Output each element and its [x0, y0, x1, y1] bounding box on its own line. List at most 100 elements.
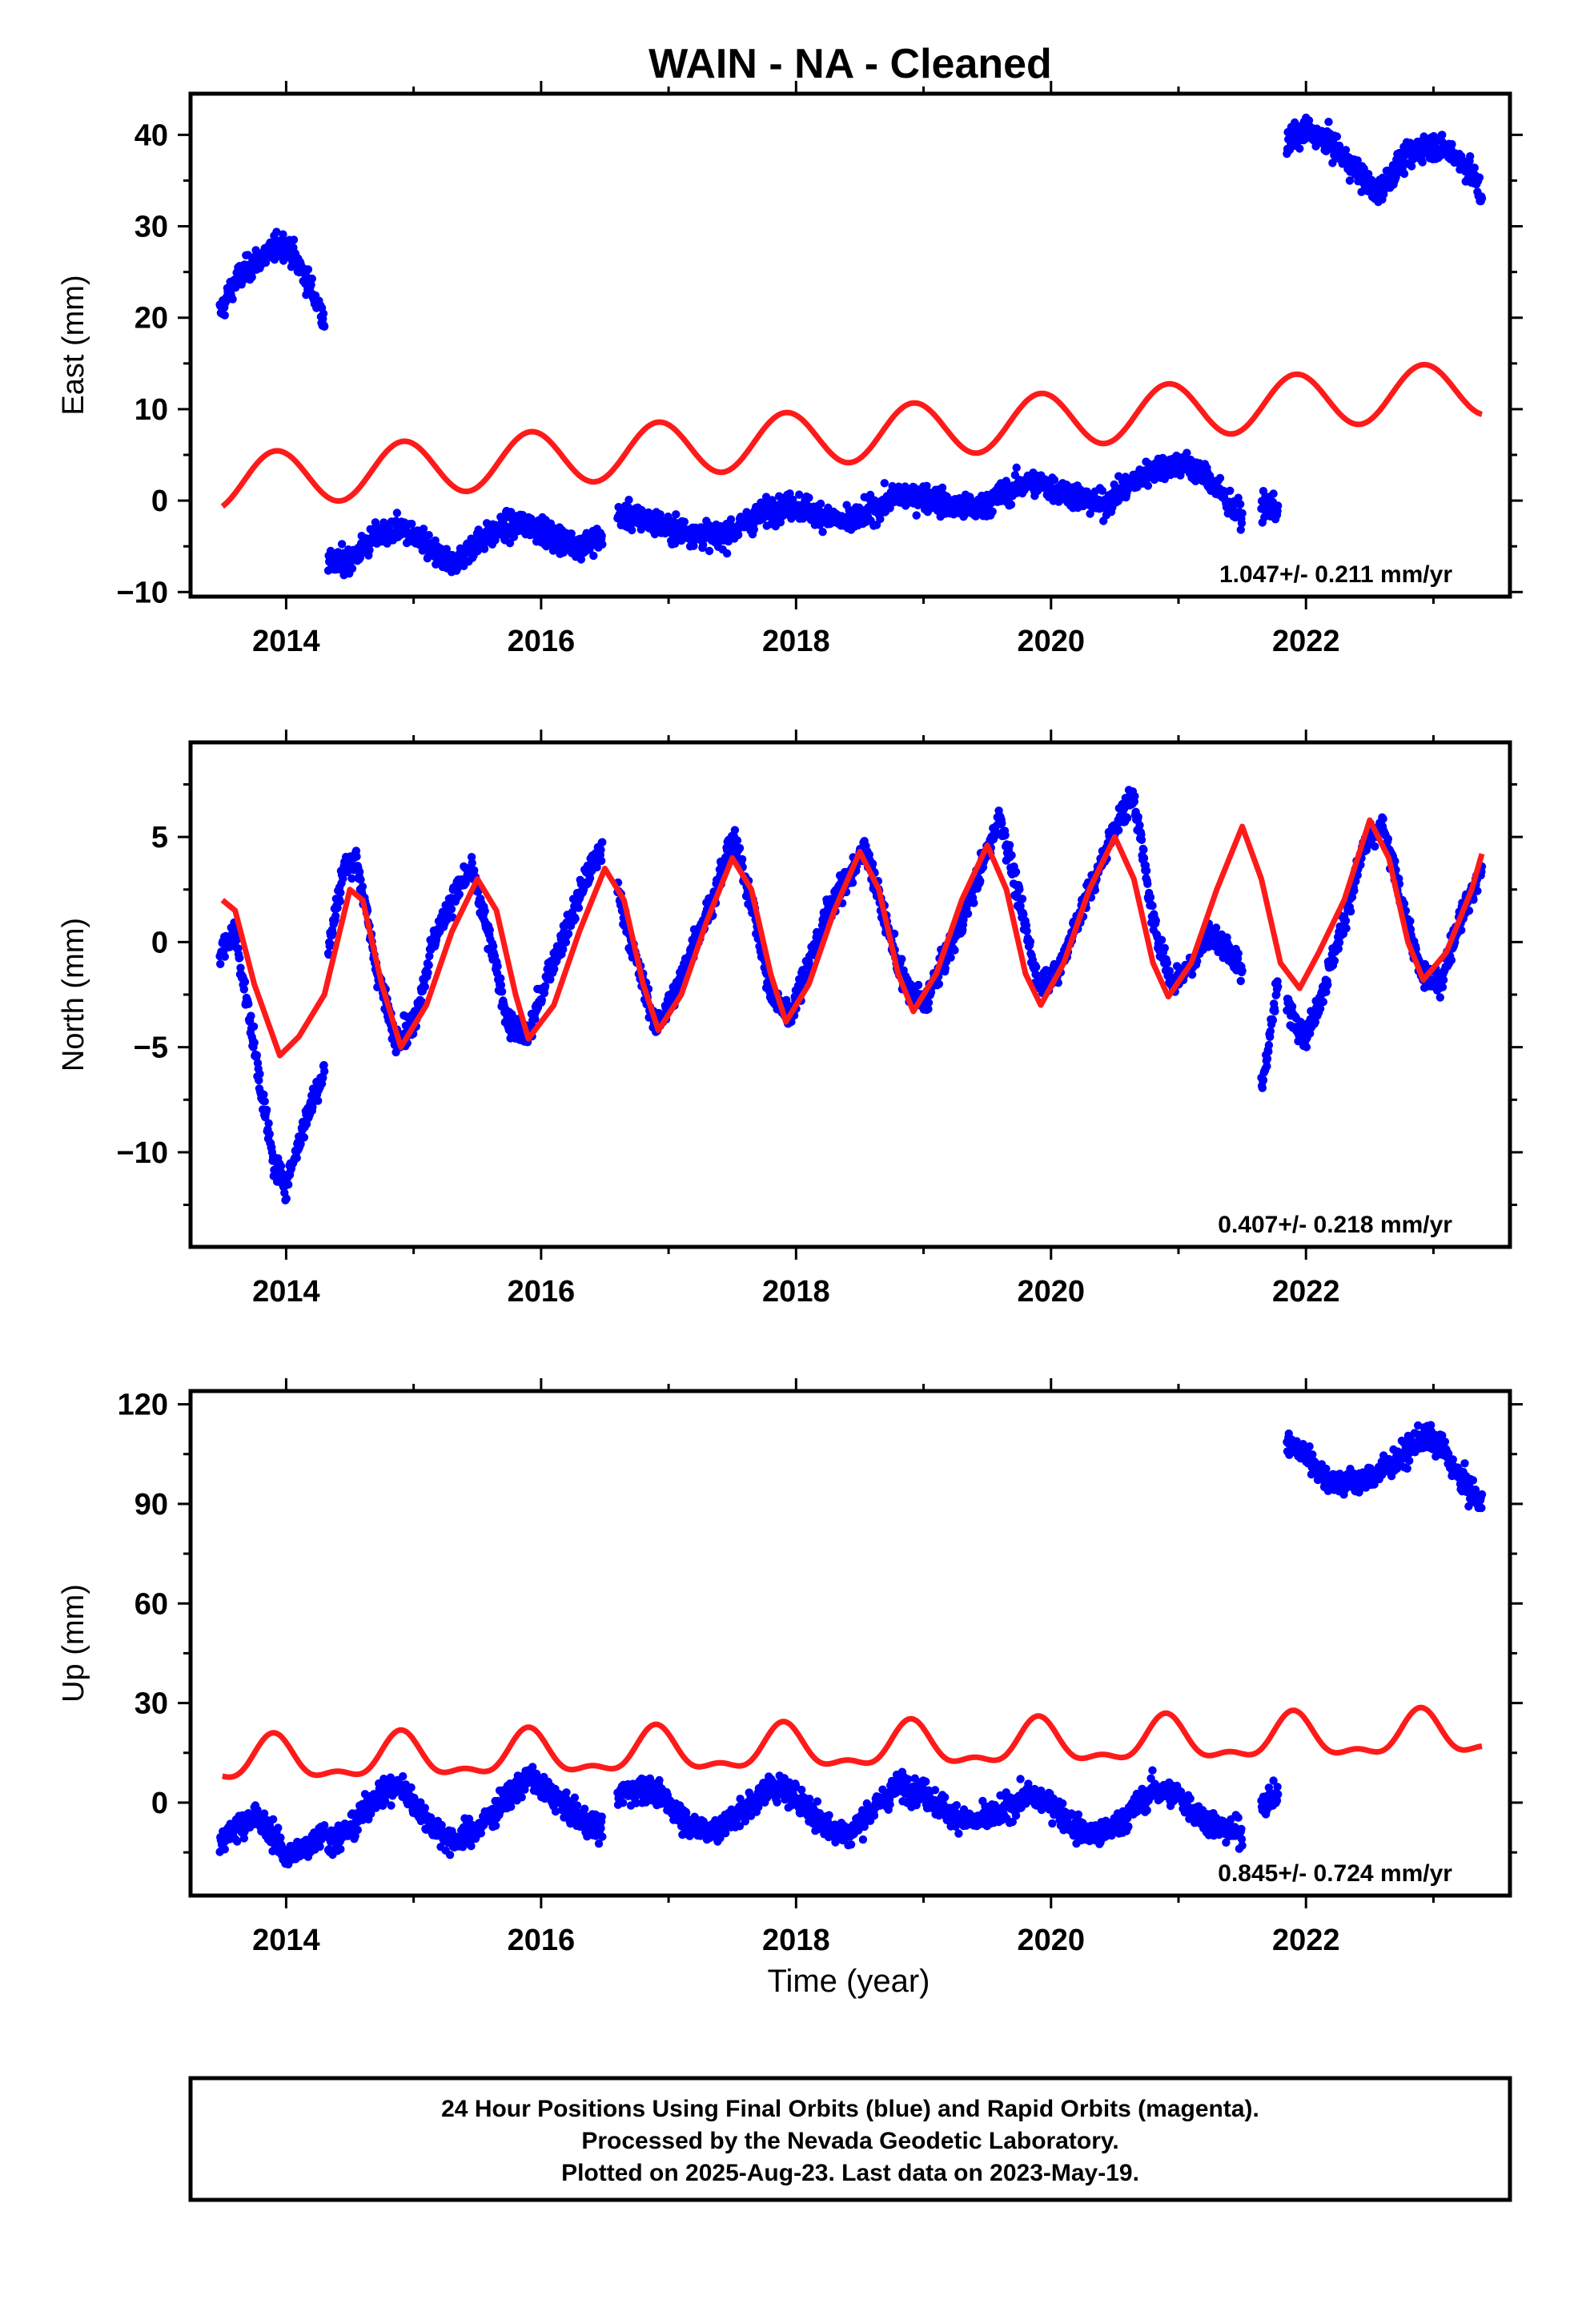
data-point	[319, 1073, 327, 1083]
data-point	[1139, 845, 1148, 854]
data-point	[1211, 923, 1221, 932]
data-point	[1439, 975, 1448, 984]
data-point	[1236, 976, 1246, 986]
data-point	[314, 1096, 323, 1105]
data-point	[292, 1153, 301, 1163]
data-point	[1012, 463, 1021, 472]
data-point	[1264, 1047, 1273, 1056]
data-point	[333, 903, 342, 912]
data-point	[1264, 1040, 1274, 1050]
data-point	[550, 964, 559, 974]
data-point	[1342, 924, 1351, 933]
data-point	[680, 517, 689, 526]
data-point	[1234, 493, 1243, 502]
data-point	[1130, 792, 1139, 801]
data-point	[734, 530, 743, 540]
data-point	[868, 859, 877, 868]
data-point	[656, 510, 665, 519]
data-point	[284, 1180, 293, 1189]
data-point	[561, 938, 571, 947]
data-point	[735, 843, 745, 853]
data-point	[733, 836, 742, 845]
data-point	[938, 483, 947, 493]
data-point	[1315, 1004, 1325, 1013]
data-point	[670, 539, 680, 548]
data-point	[307, 274, 316, 283]
data-point	[1234, 949, 1243, 958]
data-point	[1258, 1084, 1267, 1092]
data-point	[228, 295, 237, 304]
data-point	[598, 540, 607, 549]
data-point	[624, 496, 633, 505]
data-point	[1263, 1054, 1272, 1063]
data-point	[1139, 854, 1149, 862]
data-point	[805, 493, 813, 502]
data-point	[585, 874, 595, 883]
data-point	[1319, 997, 1328, 1007]
data-point	[1457, 926, 1466, 935]
data-point	[1304, 116, 1314, 125]
data-point	[730, 826, 740, 834]
data-point	[722, 549, 732, 558]
y-tick-label: 10	[135, 393, 168, 427]
data-point	[1470, 163, 1480, 172]
data-point	[1236, 500, 1245, 509]
data-point	[480, 907, 489, 915]
data-point	[282, 1194, 291, 1203]
data-point	[252, 1051, 261, 1059]
data-point	[1226, 486, 1235, 495]
data-point	[1371, 842, 1379, 851]
data-point	[924, 998, 934, 1007]
data-point	[1418, 158, 1427, 167]
data-point	[598, 838, 607, 846]
data-point	[988, 507, 997, 516]
data-point	[468, 858, 476, 867]
data-point	[934, 979, 944, 989]
data-point	[425, 951, 434, 961]
data-point	[596, 846, 605, 854]
data-point	[1302, 1043, 1311, 1051]
y-tick-label: 30	[135, 211, 168, 244]
data-point	[1379, 814, 1387, 823]
data-point	[596, 856, 606, 866]
data-point	[1135, 821, 1144, 830]
data-point	[236, 963, 245, 972]
data-point	[1332, 132, 1342, 141]
data-point	[473, 887, 483, 897]
data-point	[1475, 173, 1484, 182]
x-tick-label: 2022	[1272, 625, 1340, 658]
y-tick-label: 40	[135, 119, 168, 152]
data-point	[564, 929, 573, 939]
data-point	[243, 251, 252, 259]
data-segment-0	[215, 227, 329, 331]
data-point	[272, 227, 281, 236]
data-point	[1187, 970, 1197, 979]
data-point	[260, 1097, 269, 1106]
data-point	[540, 982, 550, 991]
data-point	[328, 929, 337, 938]
data-point	[1435, 993, 1445, 1002]
data-point	[912, 511, 921, 520]
data-point	[320, 1067, 329, 1076]
data-point	[1334, 944, 1343, 954]
data-point	[628, 525, 636, 535]
data-point	[1346, 907, 1355, 916]
data-point	[264, 1119, 273, 1128]
x-tick-label: 2016	[508, 625, 576, 658]
data-point	[1438, 131, 1447, 139]
data-point	[262, 1105, 271, 1115]
data-segment-4	[1283, 113, 1487, 207]
data-point	[1146, 893, 1155, 902]
data-point	[1383, 834, 1393, 843]
data-point	[303, 265, 313, 274]
data-point	[1295, 144, 1304, 153]
data-point	[597, 531, 606, 541]
data-point	[848, 879, 857, 887]
data-point	[1237, 519, 1247, 528]
data-point	[576, 555, 586, 564]
data-segment-3	[1257, 977, 1283, 1092]
data-point	[1238, 967, 1247, 975]
data-point	[1016, 902, 1025, 911]
data-point	[235, 954, 244, 963]
